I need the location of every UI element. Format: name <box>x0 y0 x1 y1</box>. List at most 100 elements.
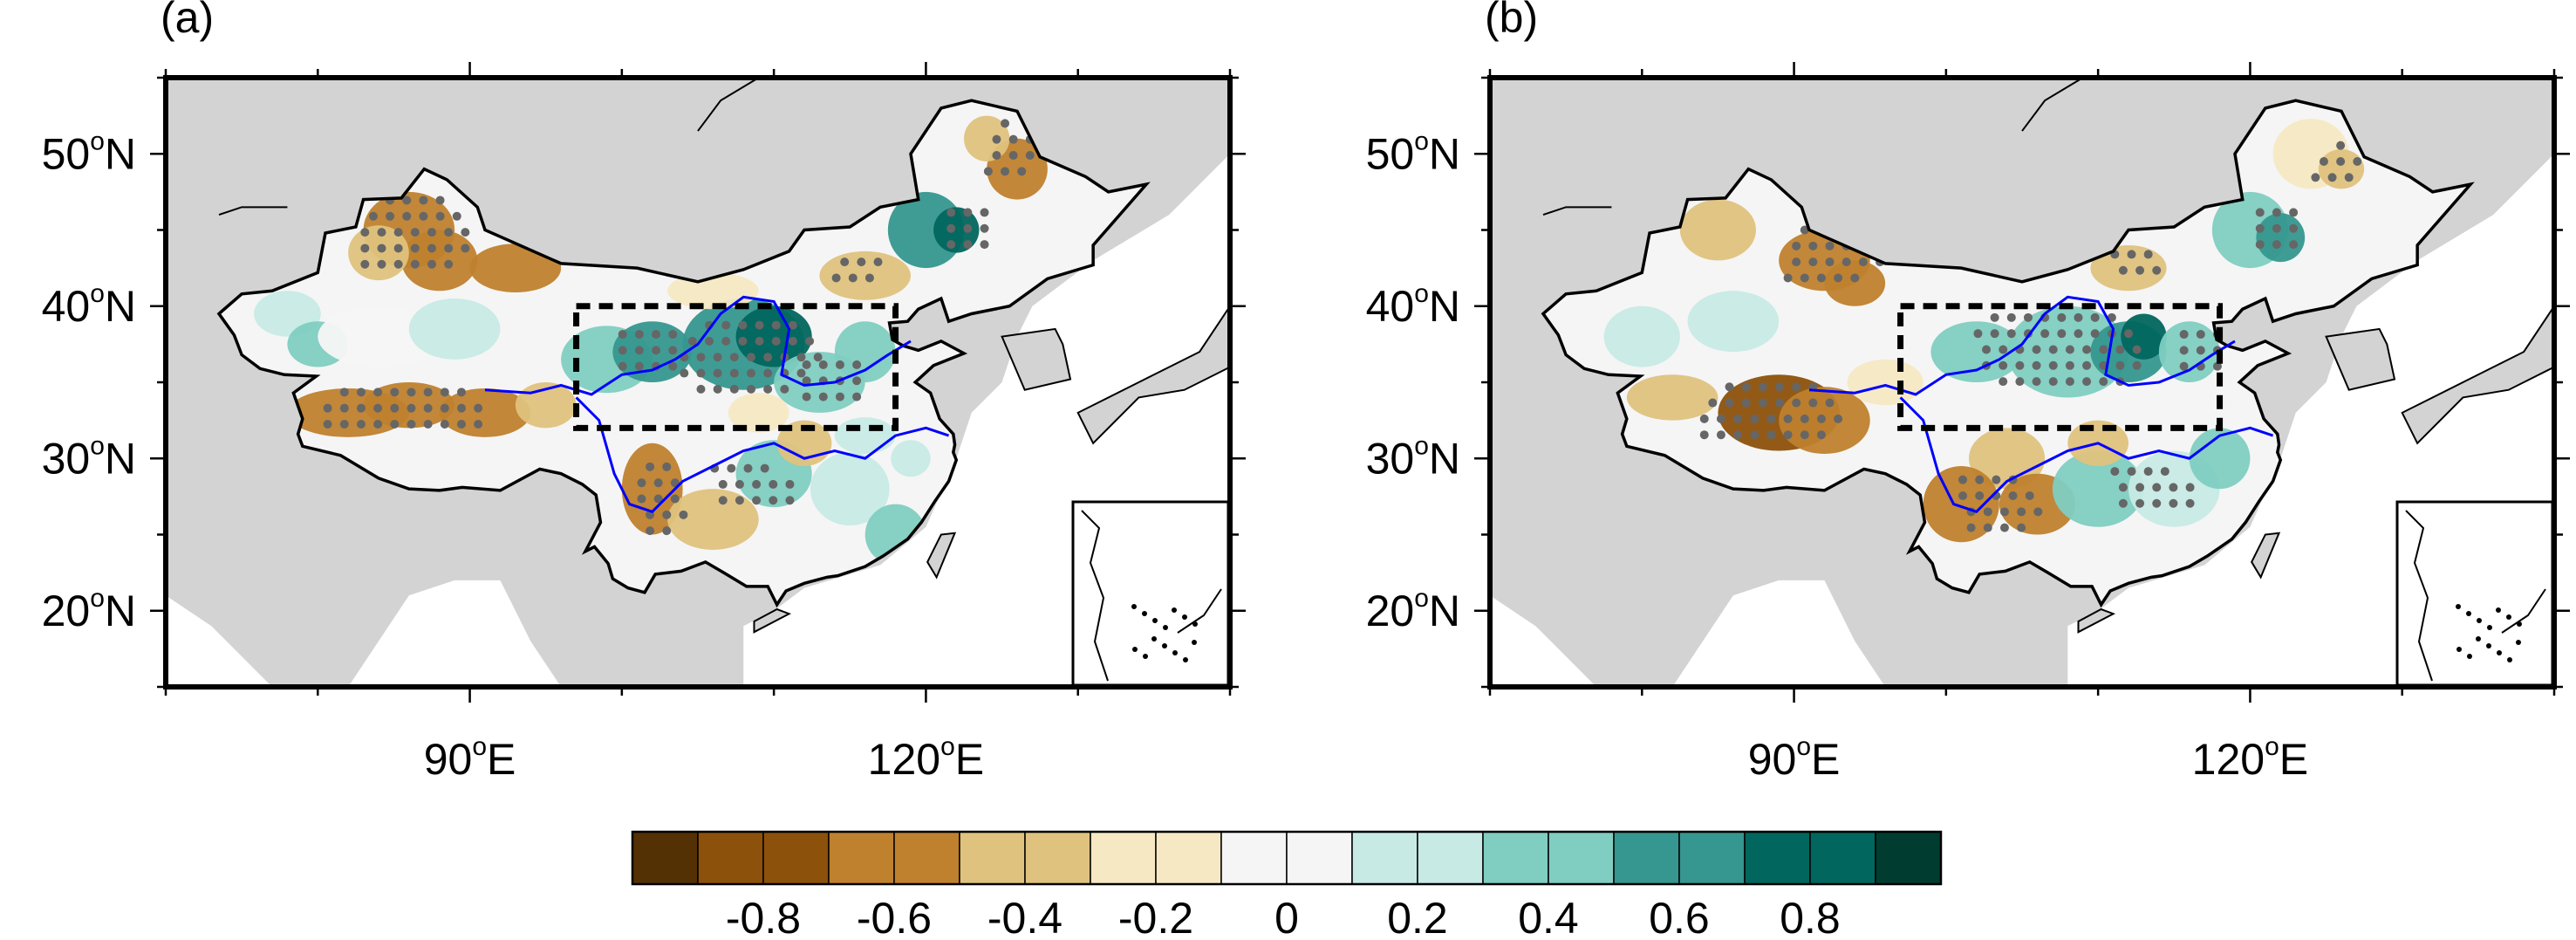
dot <box>2065 377 2074 387</box>
inset-coastline <box>2405 510 2433 682</box>
colorbar-box <box>1220 831 1288 885</box>
south-china-sea-inset <box>1071 500 1230 687</box>
colorbar-box <box>1744 831 1811 885</box>
correlation-patch <box>1969 428 2046 490</box>
dot <box>419 196 428 205</box>
ocean-bengal <box>348 580 562 687</box>
dot <box>646 526 655 536</box>
colorbar-box <box>1613 831 1680 885</box>
dot <box>721 320 731 330</box>
yellow-river <box>1808 295 2236 396</box>
dot <box>1008 134 1018 144</box>
dot <box>818 392 828 401</box>
dot <box>1725 382 1734 392</box>
dot <box>1850 273 1860 283</box>
dot <box>1958 475 1968 484</box>
dot <box>2127 467 2136 477</box>
dot <box>718 496 728 505</box>
dot <box>1766 414 1776 423</box>
dot <box>2289 208 2299 217</box>
dot <box>1816 414 1826 423</box>
lake-balkhash <box>218 206 288 216</box>
correlation-patch <box>891 440 931 477</box>
correlation-patch <box>1687 291 1780 353</box>
dot <box>2032 345 2041 354</box>
dot <box>864 273 874 283</box>
inset-island <box>2466 611 2471 616</box>
dot <box>2057 312 2067 322</box>
hainan-land <box>753 607 792 634</box>
inset-island <box>2507 657 2512 662</box>
inset-island <box>1152 618 1158 623</box>
inset-island <box>1172 650 1178 655</box>
dot <box>2132 345 2142 354</box>
colorbar-label: -0.8 <box>726 894 801 940</box>
correlation-patch <box>408 298 501 360</box>
ocean-arabian <box>1490 595 1596 687</box>
dot <box>1750 414 1759 423</box>
colorbar-box <box>1024 831 1091 885</box>
dot <box>729 368 739 378</box>
dot <box>1808 398 1818 408</box>
dot <box>1699 414 1709 423</box>
taiwan-land <box>926 532 957 580</box>
dot <box>1834 273 1843 283</box>
dot <box>440 388 449 397</box>
colorbar: -0.8 -0.6 -0.4 -0.2 0 0.2 0.4 0.6 0.8 <box>631 830 1943 940</box>
inset-island <box>2477 618 2482 623</box>
dot <box>360 244 370 253</box>
colorbar-box <box>1678 831 1746 885</box>
dot <box>2008 491 2018 501</box>
inset-island <box>1192 640 1197 645</box>
dot <box>390 403 400 413</box>
dot <box>840 257 850 267</box>
correlation-patch <box>439 388 531 437</box>
dot <box>743 463 753 473</box>
dot <box>668 361 678 371</box>
dot <box>755 336 764 346</box>
correlation-patch <box>1824 260 1886 306</box>
lat-label: 50oN <box>42 127 136 178</box>
dot <box>992 134 1001 144</box>
dot <box>1975 475 1985 484</box>
inset-island <box>2456 604 2461 609</box>
dot <box>2196 330 2205 340</box>
dot <box>2115 360 2125 370</box>
dot <box>2255 208 2265 217</box>
dot <box>668 346 678 355</box>
dot <box>407 403 416 413</box>
correlation-patch <box>2189 428 2251 490</box>
dot <box>718 479 728 489</box>
correlation-patch <box>1626 374 1718 421</box>
dot <box>1800 225 1809 235</box>
dot <box>813 353 823 362</box>
dot <box>373 419 383 429</box>
dot <box>2336 141 2346 150</box>
correlation-patch <box>1923 465 1999 543</box>
inset-island <box>1192 621 1198 627</box>
dot <box>760 463 769 473</box>
dot <box>687 336 697 346</box>
dot <box>780 384 789 394</box>
dot <box>2099 377 2108 387</box>
dot <box>980 240 989 250</box>
correlation-patch <box>834 321 896 382</box>
colorbar-box <box>1875 831 1942 885</box>
dot <box>1716 430 1725 440</box>
dot <box>805 336 815 346</box>
dot <box>852 392 862 401</box>
lat-label: 20oN <box>1366 584 1460 635</box>
dot <box>1017 167 1027 176</box>
dot <box>668 330 678 340</box>
dot <box>2057 329 2067 339</box>
inset-island <box>1182 614 1187 620</box>
dot <box>1999 523 2009 532</box>
china-border <box>216 99 1151 608</box>
dot <box>983 167 993 176</box>
colorbar-box <box>762 831 830 885</box>
dot <box>1808 257 1818 267</box>
dot <box>2115 345 2125 354</box>
dot <box>2099 345 2108 354</box>
dot <box>653 494 663 504</box>
dot <box>831 273 841 283</box>
